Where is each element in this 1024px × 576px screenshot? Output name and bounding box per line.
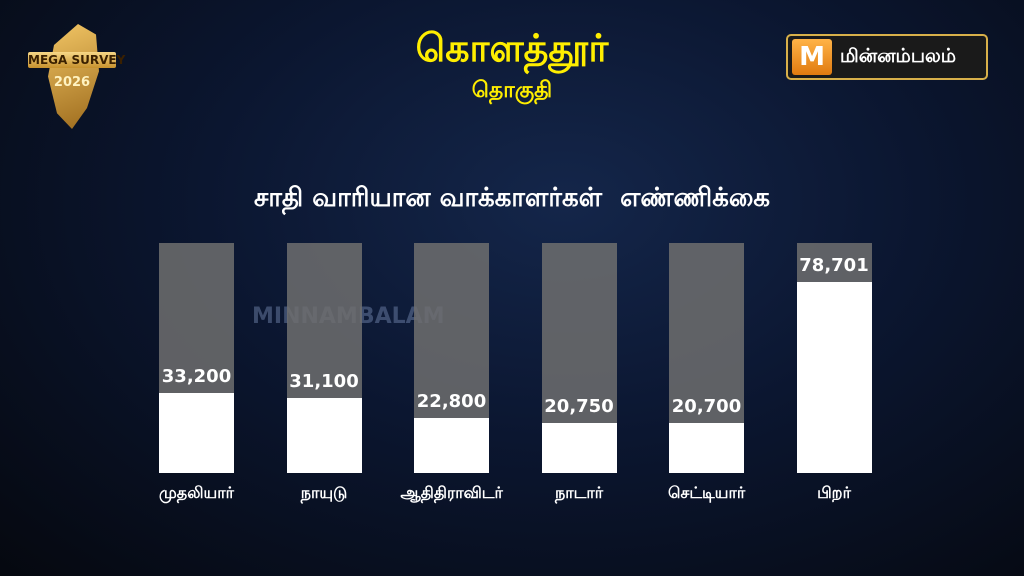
- page-subtitle: தொகுதி: [471, 78, 553, 103]
- data-label: 20,700: [671, 395, 742, 417]
- data-label: 31,100: [289, 370, 359, 392]
- badge-line2: 2026: [53, 75, 91, 90]
- bar: [796, 282, 872, 473]
- bar: [286, 397, 362, 473]
- category-label: செட்டியார்: [668, 483, 746, 502]
- logo-icon: M: [792, 39, 832, 75]
- bar: [414, 417, 489, 473]
- data-label: 22,800: [416, 390, 487, 412]
- category-label: நாயுடு: [300, 483, 348, 502]
- category-label: ஆதிதிராவிடர்: [400, 483, 503, 502]
- data-label: 78,701: [799, 255, 869, 277]
- category-label: பிறர்: [817, 483, 851, 502]
- mega-survey-badge: MEGA SURVEY 2026: [22, 24, 126, 129]
- brand-logo: M மின்னம்பலம்: [786, 34, 988, 80]
- bar: [159, 392, 234, 473]
- data-label: 20,750: [544, 395, 614, 417]
- bar: [669, 422, 744, 473]
- page-title: கொளத்தூர்: [415, 26, 609, 70]
- badge-line1: MEGA SURVEY: [28, 52, 126, 68]
- category-label: முதலியார்: [159, 483, 234, 502]
- category-label: நாடார்: [555, 483, 604, 502]
- bar: [541, 422, 617, 473]
- chart-title: சாதி வாரியான வாக்காளர்கள் எண்ணிக்கை: [253, 183, 771, 213]
- data-label: 33,200: [161, 365, 232, 387]
- logo-text: மின்னம்பலம்: [840, 44, 957, 67]
